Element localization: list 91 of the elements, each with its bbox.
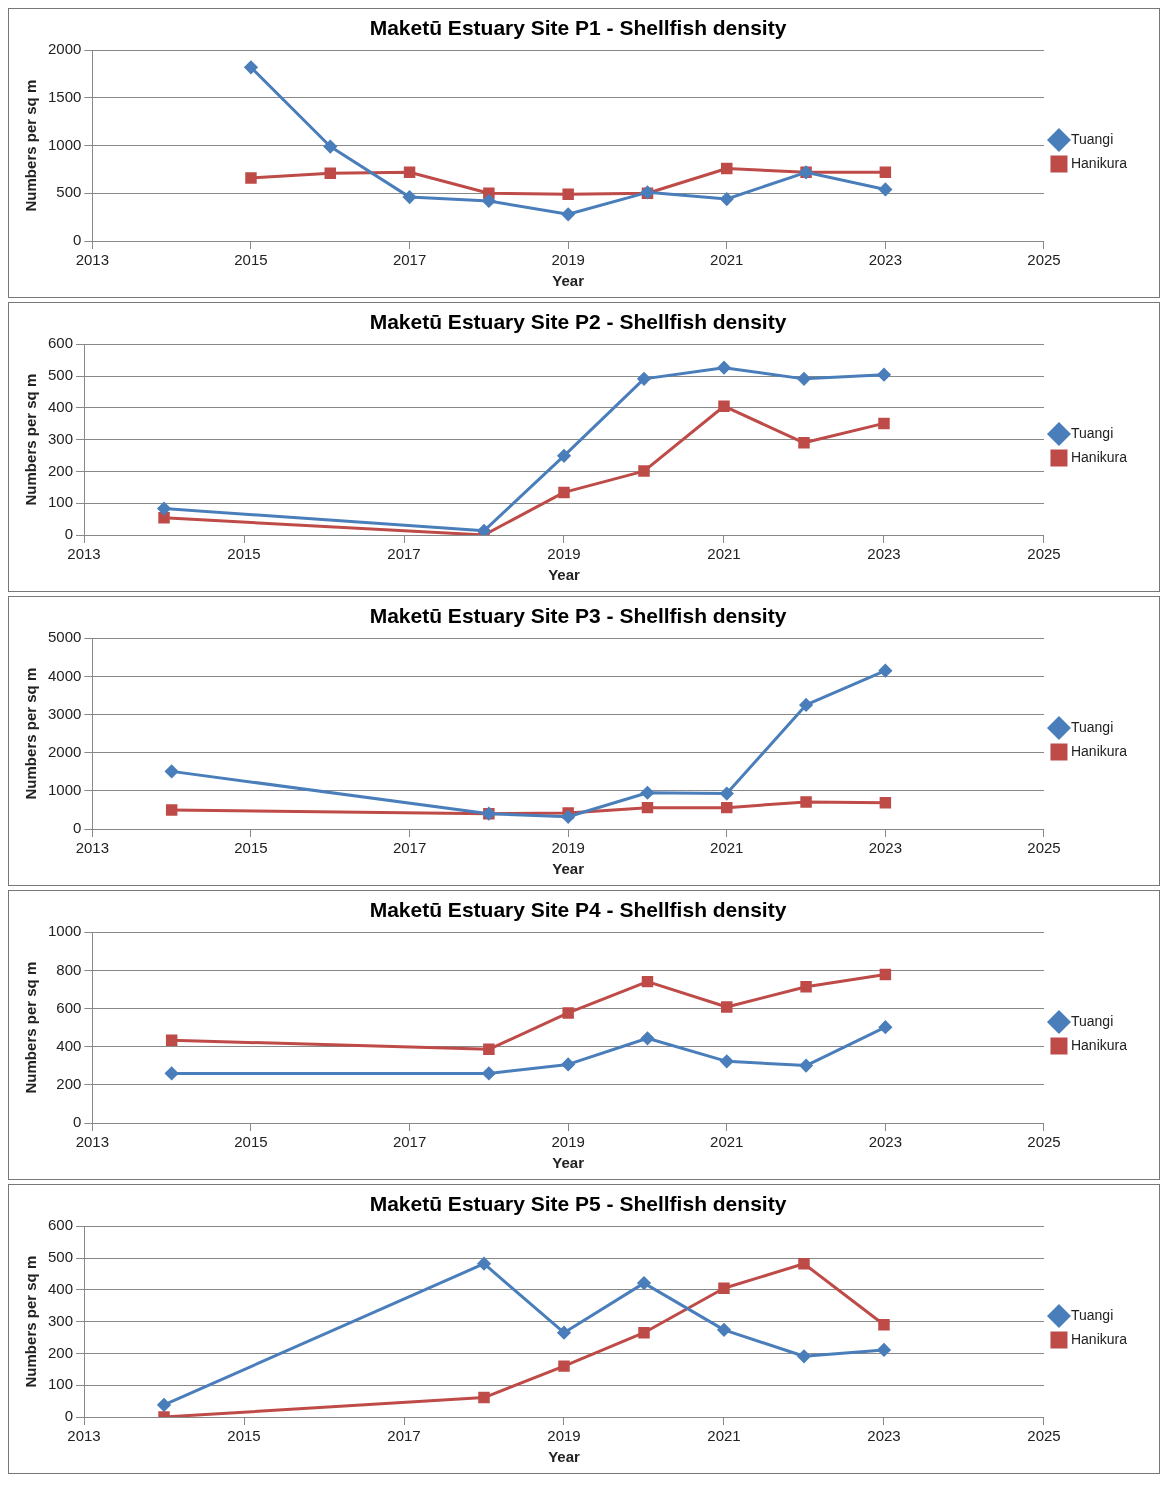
y-tick-label: 400 <box>48 1279 74 1297</box>
legend-label: Hanikura <box>1070 742 1128 759</box>
y-tick-label: 400 <box>48 397 74 415</box>
chart-title: Maketū Estuary Site P3 - Shellfish density <box>369 604 787 628</box>
x-tick-label: 2023 <box>868 839 903 857</box>
x-tick-label: 2025 <box>1027 545 1061 563</box>
y-tick-label: 300 <box>48 1311 74 1329</box>
y-tick-label: 1500 <box>47 88 82 106</box>
x-tick-label: 2023 <box>867 1427 901 1445</box>
y-tick-label: 1000 <box>47 135 82 153</box>
x-tick-label: 2013 <box>75 251 110 269</box>
y-tick-label: 600 <box>48 1216 74 1234</box>
x-axis-title: Year <box>552 1154 585 1172</box>
x-tick-label: 2015 <box>234 839 268 857</box>
x-tick-label: 2021 <box>710 251 744 269</box>
y-tick-label: 100 <box>48 1375 74 1393</box>
legend-label: Hanikura <box>1070 1330 1128 1347</box>
y-tick-label: 200 <box>56 1074 82 1092</box>
x-tick-label: 2019 <box>551 839 585 857</box>
x-tick-label: 2015 <box>234 251 268 269</box>
x-axis-title: Year <box>548 1448 581 1466</box>
y-tick-label: 500 <box>56 183 82 201</box>
y-tick-label: 400 <box>56 1036 82 1054</box>
legend-label: Hanikura <box>1070 448 1128 465</box>
x-tick-label: 2017 <box>387 1427 421 1445</box>
y-tick-label: 500 <box>48 1248 74 1266</box>
y-tick-label: 1000 <box>47 922 82 940</box>
legend-label: Hanikura <box>1070 1036 1128 1053</box>
y-tick-label: 0 <box>64 525 74 543</box>
x-tick-label: 2015 <box>234 1133 268 1151</box>
chart-title: Maketū Estuary Site P5 - Shellfish density <box>369 1192 787 1216</box>
x-tick-label: 2023 <box>868 251 903 269</box>
x-tick-label: 2017 <box>387 545 421 563</box>
y-tick-label: 0 <box>73 231 82 249</box>
legend-label: Tuangi <box>1070 424 1114 441</box>
x-tick-label: 2025 <box>1027 1133 1061 1151</box>
x-tick-label: 2021 <box>707 1427 741 1445</box>
x-tick-label: 2021 <box>710 839 744 857</box>
x-tick-label: 2013 <box>75 1133 110 1151</box>
x-tick-label: 2021 <box>710 1133 744 1151</box>
y-tick-label: 2000 <box>47 40 82 58</box>
y-tick-label: 500 <box>48 366 74 384</box>
x-axis-title: Year <box>552 272 585 290</box>
y-tick-label: 300 <box>48 429 74 447</box>
x-axis-title: Year <box>548 566 581 584</box>
x-tick-label: 2023 <box>868 1133 903 1151</box>
y-tick-label: 200 <box>48 461 74 479</box>
y-tick-label: 600 <box>48 334 74 352</box>
x-tick-label: 2015 <box>227 545 261 563</box>
legend-label: Tuangi <box>1070 718 1114 735</box>
x-tick-label: 2025 <box>1027 839 1061 857</box>
y-axis-title: Numbers per sq m <box>22 373 40 506</box>
x-tick-label: 2017 <box>392 1133 427 1151</box>
y-tick-label: 100 <box>48 493 74 511</box>
y-tick-label: 3000 <box>47 704 82 722</box>
x-tick-label: 2019 <box>547 545 581 563</box>
chart-title: Maketū Estuary Site P1 - Shellfish density <box>369 16 787 40</box>
x-tick-label: 2023 <box>867 545 901 563</box>
x-tick-label: 2013 <box>67 1427 101 1445</box>
x-tick-label: 2017 <box>392 839 427 857</box>
x-tick-label: 2013 <box>75 839 110 857</box>
legend-label: Tuangi <box>1070 1306 1114 1323</box>
y-axis-title: Numbers per sq m <box>22 961 40 1094</box>
y-tick-label: 0 <box>73 1113 82 1131</box>
y-tick-label: 800 <box>56 960 82 978</box>
x-tick-label: 2021 <box>707 545 741 563</box>
y-tick-label: 5000 <box>47 628 82 646</box>
x-tick-label: 2013 <box>67 545 101 563</box>
x-tick-label: 2025 <box>1027 251 1061 269</box>
chart-title: Maketū Estuary Site P2 - Shellfish density <box>369 310 787 334</box>
x-tick-label: 2025 <box>1027 1427 1061 1445</box>
x-tick-label: 2019 <box>551 1133 585 1151</box>
legend-label: Tuangi <box>1070 130 1114 147</box>
x-tick-label: 2017 <box>392 251 427 269</box>
y-axis-title: Numbers per sq m <box>22 1255 40 1388</box>
y-axis-title: Numbers per sq m <box>22 667 40 800</box>
chart-title: Maketū Estuary Site P4 - Shellfish density <box>369 898 787 922</box>
y-tick-label: 0 <box>73 819 82 837</box>
x-tick-label: 2019 <box>547 1427 581 1445</box>
legend-label: Hanikura <box>1070 154 1128 171</box>
y-tick-label: 2000 <box>47 742 82 760</box>
y-tick-label: 600 <box>56 998 82 1016</box>
x-tick-label: 2019 <box>551 251 585 269</box>
legend-label: Tuangi <box>1070 1012 1114 1029</box>
y-tick-label: 1000 <box>47 780 82 798</box>
y-axis-title: Numbers per sq m <box>22 79 40 212</box>
y-tick-label: 200 <box>48 1343 74 1361</box>
x-axis-title: Year <box>552 860 585 878</box>
y-tick-label: 0 <box>64 1407 74 1425</box>
y-tick-label: 4000 <box>47 666 82 684</box>
x-tick-label: 2015 <box>227 1427 261 1445</box>
